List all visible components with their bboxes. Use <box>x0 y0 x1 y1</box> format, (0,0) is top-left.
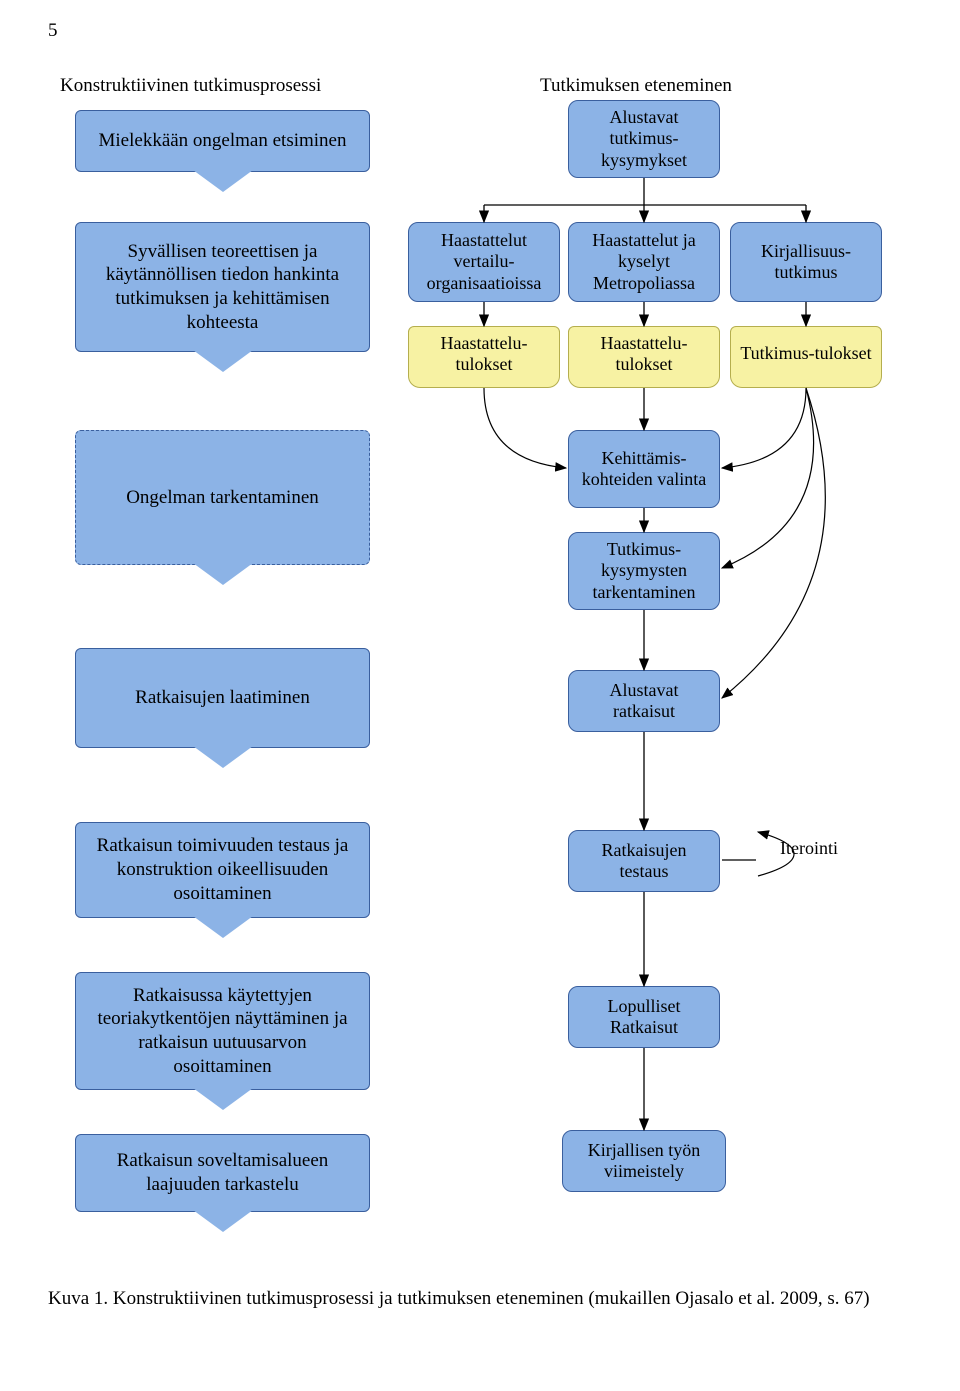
node-lopulliset: Lopulliset Ratkaisut <box>568 986 720 1048</box>
step-arrow-1: Mielekkään ongelman etsiminen <box>75 110 370 192</box>
left-heading: Konstruktiivinen tutkimusprosessi <box>60 75 321 97</box>
node-viimeistely: Kirjallisen työn viimeistely <box>562 1130 726 1192</box>
step-label: Ratkaisun toimivuuden testaus ja konstru… <box>75 822 370 918</box>
step-arrow-6: Ratkaisussa käytettyjen teoriakytkentöje… <box>75 972 370 1112</box>
node-iterointi: Iterointi <box>780 838 838 859</box>
node-kysymysten-tark: Tutkimus-kysymysten tarkentaminen <box>568 532 720 610</box>
page-number: 5 <box>48 20 58 42</box>
doc-haast1: Haastattelu-tulokset <box>408 326 560 388</box>
step-label: Ratkaisujen laatiminen <box>75 648 370 748</box>
doc-tutkimus: Tutkimus-tulokset <box>730 326 882 388</box>
node-ratk-testaus: Ratkaisujen testaus <box>568 830 720 892</box>
step-arrow-5: Ratkaisun toimivuuden testaus ja konstru… <box>75 822 370 940</box>
step-label: Syvällisen teoreettisen ja käytännöllise… <box>75 222 370 352</box>
step-arrow-7: Ratkaisun soveltamisalueen laajuuden tar… <box>75 1134 370 1234</box>
step-label: Ratkaisun soveltamisalueen laajuuden tar… <box>75 1134 370 1212</box>
step-arrow-4: Ratkaisujen laatiminen <box>75 648 370 770</box>
step-arrow-3-dashed: Ongelman tarkentaminen <box>75 430 370 585</box>
step-label: Ratkaisussa käytettyjen teoriakytkentöje… <box>75 972 370 1090</box>
node-haast-metropolia: Haastattelut ja kyselyt Metropoliassa <box>568 222 720 302</box>
node-alustavat-ratk: Alustavat ratkaisut <box>568 670 720 732</box>
step-label: Mielekkään ongelman etsiminen <box>75 110 370 172</box>
node-kehittamis: Kehittämis-kohteiden valinta <box>568 430 720 508</box>
figure-caption: Kuva 1. Konstruktiivinen tutkimusprosess… <box>48 1280 908 1318</box>
node-alustavat-kysymykset: Alustavat tutkimus-kysymykset <box>568 100 720 178</box>
step-arrow-2: Syvällisen teoreettisen ja käytännöllise… <box>75 222 370 372</box>
node-kirjallisuus: Kirjallisuus-tutkimus <box>730 222 882 302</box>
doc-haast2: Haastattelu-tulokset <box>568 326 720 388</box>
node-haast-vertailu: Haastattelut vertailu-organisaatioissa <box>408 222 560 302</box>
step-label: Ongelman tarkentaminen <box>75 430 370 565</box>
right-heading: Tutkimuksen eteneminen <box>540 75 732 97</box>
